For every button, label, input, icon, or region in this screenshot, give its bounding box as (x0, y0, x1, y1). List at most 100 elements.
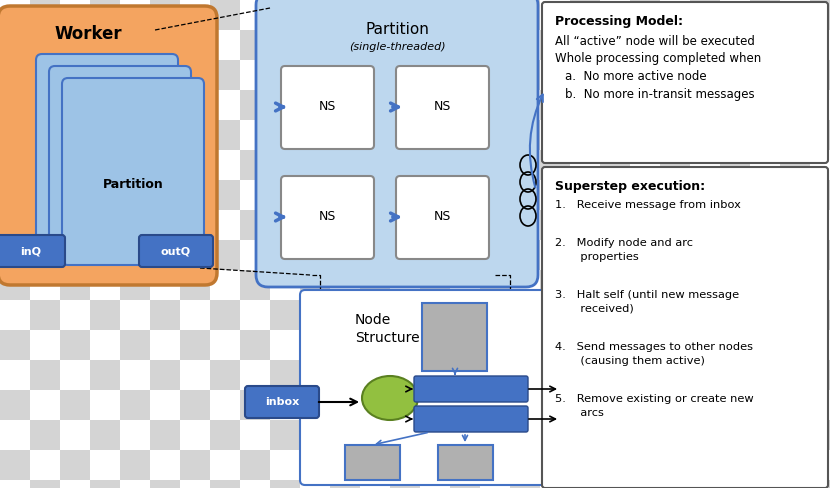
Bar (480, 150, 510, 180)
Bar (330, 240, 360, 270)
Text: NS: NS (319, 210, 335, 224)
Bar (30, 30, 60, 60)
Bar (480, 420, 510, 450)
Bar (720, 30, 750, 60)
Bar (0, 480, 30, 488)
Bar (60, 390, 90, 420)
Bar (690, 390, 720, 420)
Bar (810, 120, 830, 150)
Bar (780, 270, 810, 300)
Bar (660, 60, 690, 90)
Bar (180, 270, 210, 300)
Bar (750, 270, 780, 300)
Bar (120, 330, 150, 360)
Bar (810, 60, 830, 90)
Bar (750, 420, 780, 450)
Bar (150, 240, 180, 270)
Bar (360, 480, 390, 488)
Bar (330, 390, 360, 420)
Bar (420, 180, 450, 210)
Bar (690, 420, 720, 450)
Bar (180, 480, 210, 488)
Bar (360, 360, 390, 390)
Bar (0, 0, 30, 30)
Bar (810, 0, 830, 30)
Bar (570, 330, 600, 360)
Bar (780, 240, 810, 270)
Bar (240, 150, 270, 180)
Bar (270, 90, 300, 120)
Bar (720, 480, 750, 488)
Bar (240, 210, 270, 240)
FancyBboxPatch shape (542, 2, 828, 163)
Bar (540, 390, 570, 420)
Bar (510, 450, 540, 480)
Bar (690, 120, 720, 150)
Bar (270, 180, 300, 210)
Text: 2.   Modify node and arc
       properties: 2. Modify node and arc properties (555, 238, 693, 262)
Bar (330, 150, 360, 180)
Bar (660, 360, 690, 390)
Bar (180, 180, 210, 210)
FancyBboxPatch shape (396, 176, 489, 259)
Bar (60, 240, 90, 270)
Bar (30, 480, 60, 488)
Bar (750, 210, 780, 240)
Bar (570, 390, 600, 420)
Bar (300, 180, 330, 210)
Bar (600, 30, 630, 60)
Bar (360, 150, 390, 180)
Bar (810, 360, 830, 390)
Bar (60, 30, 90, 60)
Bar (300, 330, 330, 360)
Bar (780, 60, 810, 90)
Bar (390, 60, 420, 90)
Bar (510, 60, 540, 90)
Bar (390, 300, 420, 330)
Bar (600, 120, 630, 150)
Bar (360, 390, 390, 420)
Bar (480, 90, 510, 120)
Bar (420, 60, 450, 90)
Bar (450, 120, 480, 150)
Bar (510, 120, 540, 150)
Bar (300, 360, 330, 390)
Bar (0, 30, 30, 60)
Bar (390, 390, 420, 420)
Bar (300, 120, 330, 150)
Bar (360, 0, 390, 30)
Bar (540, 90, 570, 120)
Bar (0, 240, 30, 270)
Bar (450, 30, 480, 60)
Bar (630, 480, 660, 488)
Bar (660, 420, 690, 450)
Bar (150, 360, 180, 390)
Bar (750, 390, 780, 420)
Bar (690, 300, 720, 330)
Bar (360, 270, 390, 300)
Bar (422, 303, 487, 371)
Bar (690, 180, 720, 210)
Bar (480, 450, 510, 480)
Bar (120, 450, 150, 480)
Bar (660, 300, 690, 330)
Bar (210, 330, 240, 360)
Bar (0, 150, 30, 180)
Bar (240, 0, 270, 30)
Bar (390, 240, 420, 270)
Bar (570, 60, 600, 90)
Bar (30, 270, 60, 300)
Bar (438, 445, 493, 480)
Bar (0, 300, 30, 330)
Text: inQ: inQ (21, 246, 42, 256)
Bar (90, 0, 120, 30)
Bar (720, 300, 750, 330)
Bar (540, 120, 570, 150)
Bar (510, 270, 540, 300)
Bar (300, 0, 330, 30)
Bar (90, 360, 120, 390)
FancyBboxPatch shape (542, 167, 828, 488)
Bar (570, 240, 600, 270)
Bar (660, 210, 690, 240)
Bar (720, 180, 750, 210)
